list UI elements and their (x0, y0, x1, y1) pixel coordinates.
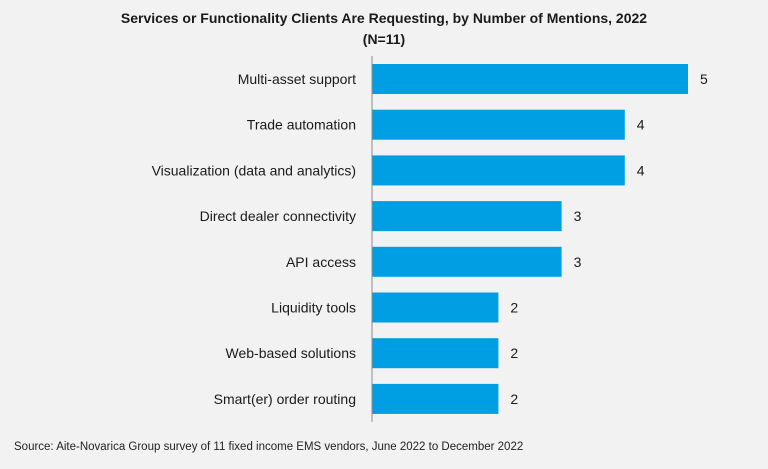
data-label: 4 (637, 117, 645, 133)
bar (372, 338, 499, 369)
chart-title: Services or Functionality Clients Are Re… (120, 10, 648, 26)
data-label: 2 (510, 345, 518, 361)
data-label: 3 (574, 208, 582, 224)
bar (372, 292, 499, 323)
data-label: 2 (510, 391, 518, 407)
category-label: Web-based solutions (226, 345, 356, 361)
chart-subtitle: (N=11) (362, 31, 406, 47)
category-label: Liquidity tools (271, 300, 356, 316)
data-label: 2 (510, 300, 518, 316)
data-label: 5 (700, 71, 708, 87)
category-label: Trade automation (247, 117, 356, 133)
bar (372, 64, 688, 94)
category-label: Direct dealer connectivity (200, 208, 356, 224)
category-label: Smart(er) order routing (214, 391, 356, 407)
bar (372, 155, 625, 186)
category-label: Multi-asset support (238, 71, 356, 87)
category-label: API access (286, 254, 356, 270)
bar (372, 201, 562, 232)
data-label: 3 (574, 254, 582, 270)
bar (372, 109, 625, 140)
bar (372, 383, 499, 414)
category-label: Visualization (data and analytics) (152, 162, 356, 178)
source-note: Source: Aite-Novarica Group survey of 11… (14, 441, 524, 453)
data-label: 4 (637, 162, 645, 178)
chart-title-block: Services or Functionality Clients Are Re… (0, 8, 768, 50)
bar (372, 246, 562, 277)
